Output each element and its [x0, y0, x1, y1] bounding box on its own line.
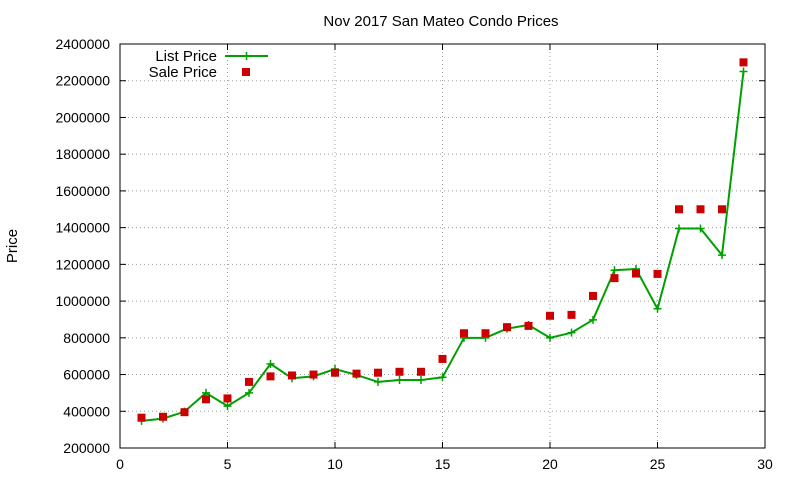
list-price-point — [245, 388, 253, 397]
legend-label-sale-price: Sale Price — [149, 64, 217, 81]
sale-price-point — [589, 291, 597, 300]
x-tick-label: 30 — [757, 456, 773, 472]
x-tick-label: 20 — [542, 456, 558, 472]
list-price-point — [696, 224, 705, 233]
sale-price-point — [374, 368, 382, 377]
y-tick-label: 2400000 — [55, 36, 110, 52]
sale-price-point — [610, 274, 619, 283]
grid-lines — [120, 44, 765, 448]
list-price-point — [546, 333, 554, 342]
list-price-point — [438, 373, 447, 382]
x-tick-label: 5 — [224, 456, 232, 472]
legend-marker-sale-price — [242, 68, 250, 76]
sale-price-point — [309, 370, 318, 379]
sale-price-point — [352, 369, 361, 378]
list-price-point — [567, 328, 576, 337]
sale-price-point — [503, 323, 511, 332]
sale-price-point — [653, 269, 662, 278]
sale-price-point — [288, 371, 296, 380]
sale-price-point — [632, 269, 640, 278]
sale-price-point — [331, 368, 339, 377]
sale-price-series — [137, 58, 748, 422]
y-tick-label: 2200000 — [55, 73, 110, 89]
x-tick-label: 10 — [327, 456, 343, 472]
y-tick-label: 200000 — [63, 440, 110, 456]
sale-price-point — [696, 205, 705, 214]
list-price-point — [653, 304, 662, 313]
sale-price-point — [137, 413, 146, 422]
y-tick-label: 1000000 — [55, 293, 110, 309]
sale-price-point — [180, 408, 189, 417]
y-axis-label: Price — [4, 229, 21, 263]
y-tick-label: 800000 — [63, 330, 110, 346]
sale-price-point — [266, 372, 275, 381]
sale-price-point — [718, 205, 726, 214]
list-price-point — [718, 251, 726, 260]
list-price-point — [417, 376, 425, 385]
sale-price-point — [245, 377, 253, 386]
y-tick-label: 600000 — [63, 367, 110, 383]
sale-price-point — [202, 395, 210, 404]
y-tick-label: 1200000 — [55, 256, 110, 272]
y-tick-label: 2000000 — [55, 109, 110, 125]
list-price-point — [675, 224, 683, 233]
sale-price-point — [460, 329, 468, 338]
legend-marker-list-price — [242, 52, 251, 60]
list-price-point — [374, 377, 382, 386]
list-price-point — [266, 359, 275, 368]
sale-price-point — [675, 205, 683, 214]
axis-ticks: 0 5 10 15 20 25 30 200000 400000 600000 800000 1000… — [55, 36, 773, 472]
y-tick-label: 1400000 — [55, 220, 110, 236]
sale-price-point — [417, 367, 425, 376]
list-price-point — [739, 67, 748, 76]
x-tick-label: 25 — [650, 456, 666, 472]
x-tick-label: 0 — [116, 456, 124, 472]
sale-price-point — [438, 354, 447, 363]
list-price-point — [395, 376, 404, 385]
list-price-point — [610, 266, 619, 275]
sale-price-point — [481, 329, 490, 338]
sale-price-point — [739, 58, 748, 67]
list-price-series — [137, 67, 748, 425]
y-tick-label: 400000 — [63, 403, 110, 419]
y-tick-label: 1600000 — [55, 183, 110, 199]
legend-label-list-price: List Price — [155, 48, 217, 65]
list-price-point — [223, 402, 232, 411]
sale-price-point — [546, 311, 554, 320]
sale-price-point — [159, 412, 167, 421]
sale-price-point — [223, 394, 232, 403]
chart-title: Nov 2017 San Mateo Condo Prices — [323, 13, 558, 30]
sale-price-point — [524, 321, 533, 330]
sale-price-point — [567, 310, 576, 319]
sale-price-point — [395, 367, 404, 376]
x-tick-label: 15 — [435, 456, 451, 472]
list-price-point — [589, 315, 597, 324]
y-tick-label: 1800000 — [55, 146, 110, 162]
